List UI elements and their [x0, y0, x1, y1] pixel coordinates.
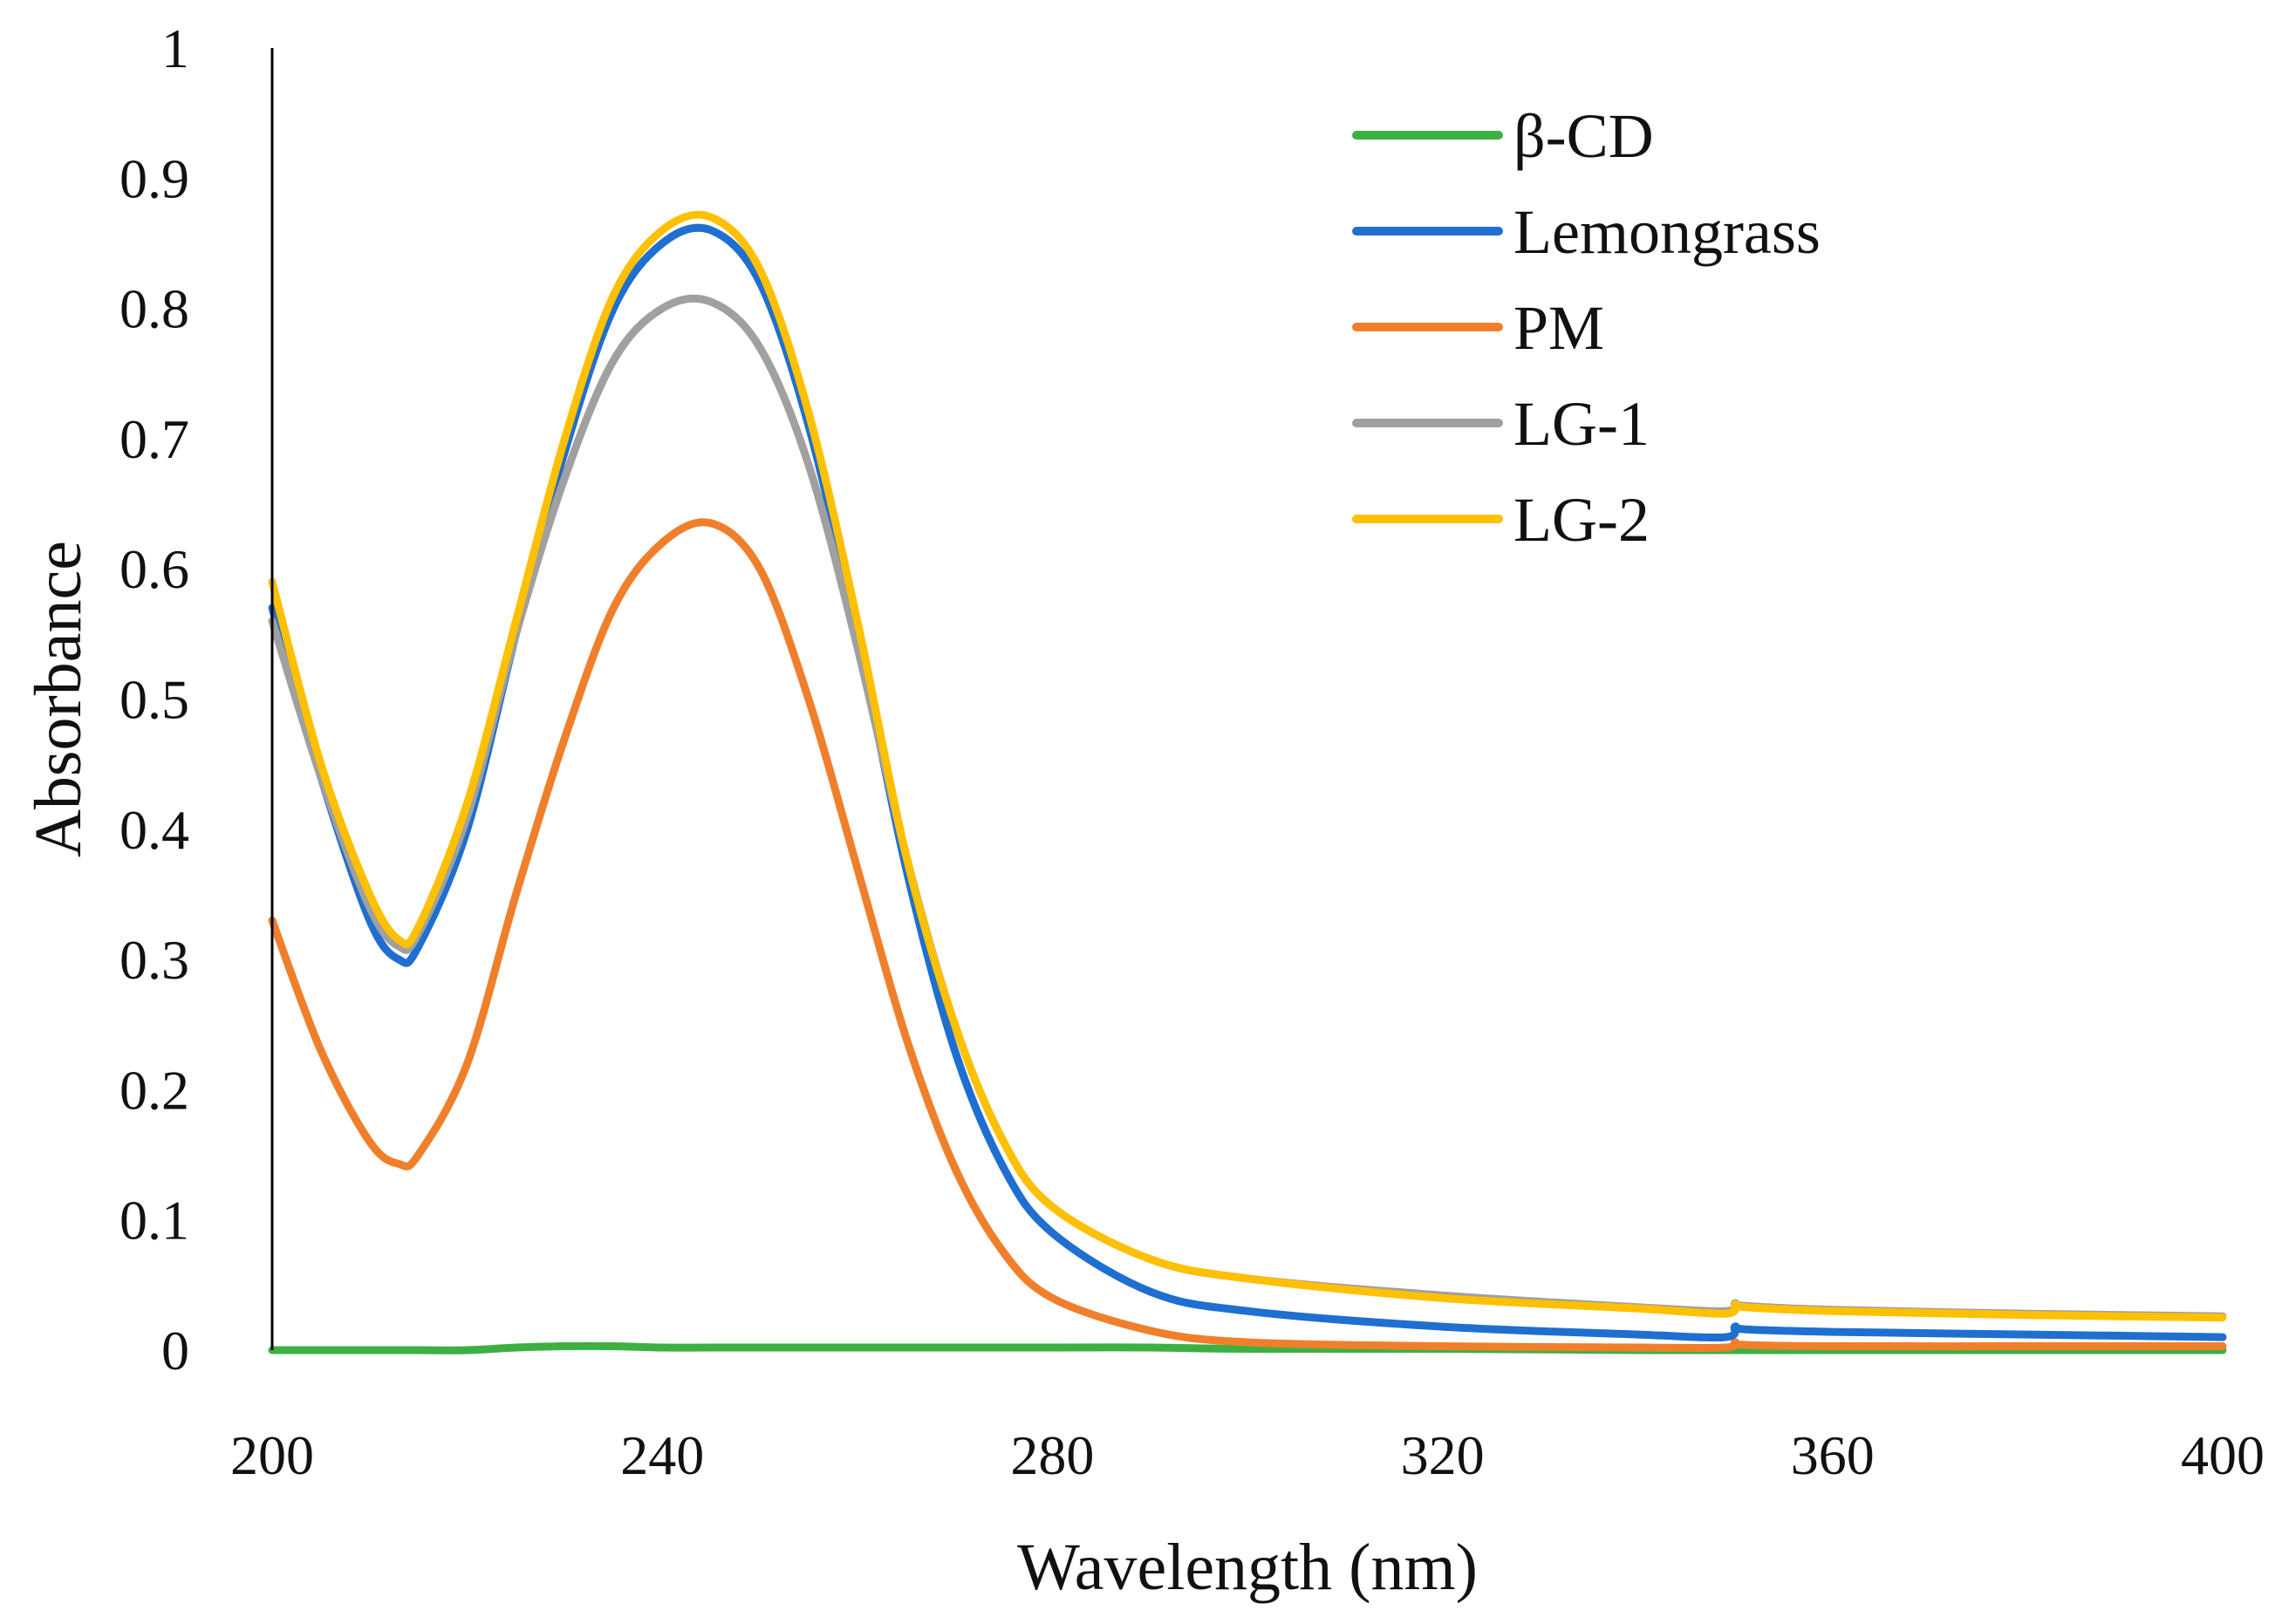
series-line-lg-2 — [268, 210, 2227, 1322]
series-line--cd — [268, 1341, 2227, 1354]
legend-label: Lemongrass — [1513, 197, 1821, 267]
y-tick-label: 0.9 — [120, 147, 189, 209]
x-tick-label: 400 — [2181, 1424, 2265, 1486]
y-tick-label: 0 — [161, 1320, 189, 1382]
y-tick-label: 0.2 — [120, 1059, 189, 1121]
y-axis-title: Absorbance — [22, 541, 95, 857]
y-tick-label: 0.8 — [120, 278, 189, 340]
legend-label: LG-1 — [1513, 389, 1650, 459]
y-tick-label: 1 — [161, 17, 189, 79]
x-tick-label: 360 — [1791, 1424, 1875, 1486]
y-tick-label: 0.4 — [120, 799, 189, 861]
x-tick-label: 280 — [1010, 1424, 1094, 1486]
y-tick-labels: 0 0.1 0.2 0.3 0.4 0.5 0.6 0.7 0.8 0.9 1 — [120, 17, 189, 1382]
legend-label: β-CD — [1513, 101, 1654, 171]
y-tick-label: 0.6 — [120, 538, 189, 600]
series-lines — [268, 210, 2227, 1354]
y-tick-label: 0.3 — [120, 929, 189, 991]
y-tick-label: 0.1 — [120, 1190, 189, 1252]
legend-label: LG-2 — [1513, 485, 1650, 555]
x-axis-title: Wavelength (nm) — [1017, 1531, 1478, 1604]
x-tick-label: 200 — [230, 1424, 314, 1486]
legend-label: PM — [1513, 293, 1604, 363]
series-line-pm — [268, 518, 2227, 1353]
legend: β-CD Lemongrass PM LG-1 LG-2 — [1352, 101, 1821, 555]
x-tick-label: 240 — [620, 1424, 704, 1486]
x-tick-labels: 200 240 280 320 360 400 — [230, 1424, 2265, 1486]
x-tick-label: 320 — [1401, 1424, 1485, 1486]
y-tick-label: 0.7 — [120, 408, 189, 470]
y-tick-label: 0.5 — [120, 669, 189, 731]
